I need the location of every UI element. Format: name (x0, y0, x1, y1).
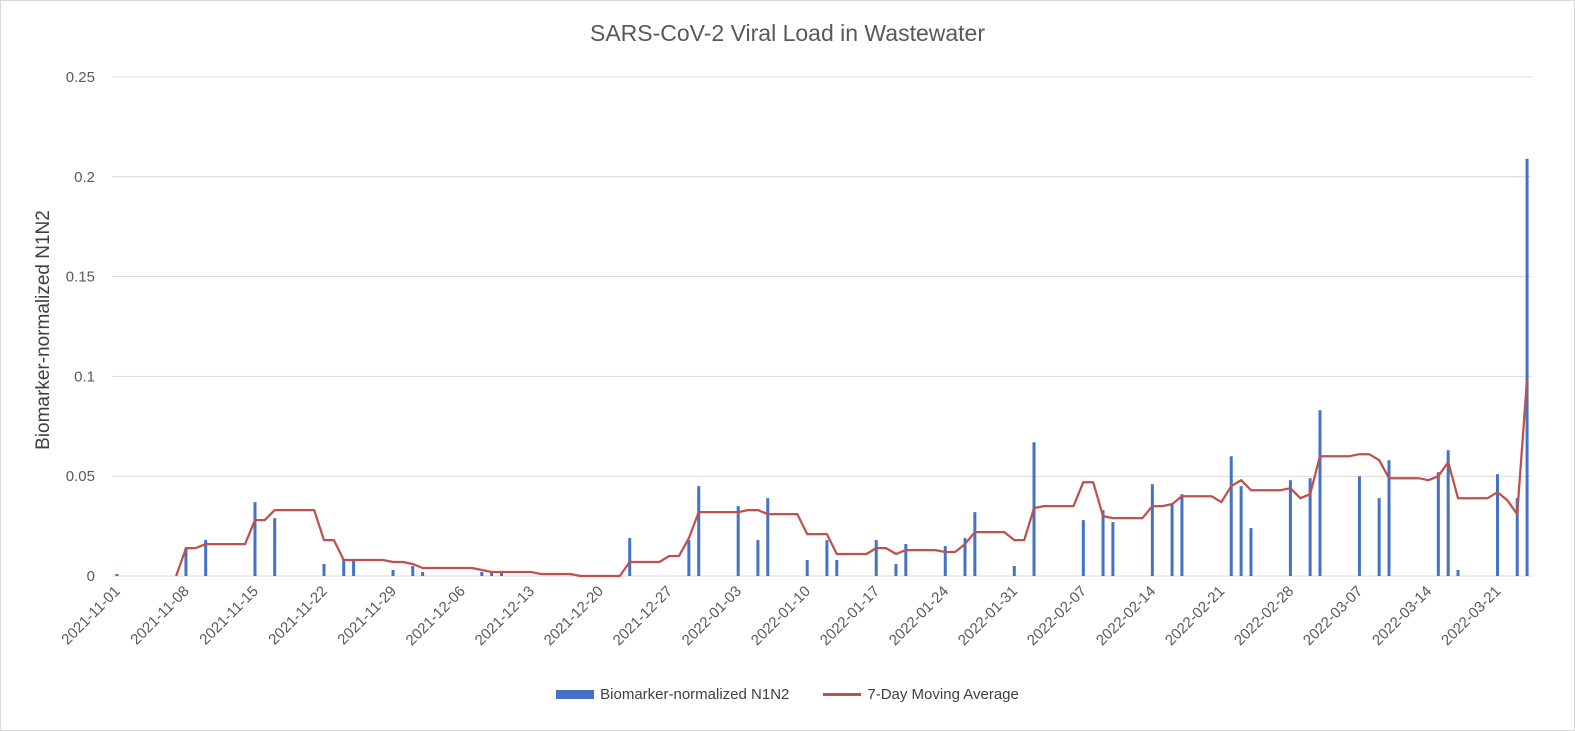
data-bar[interactable] (184, 548, 188, 576)
x-tick-label: 2021-12-27 (610, 583, 676, 649)
data-bar[interactable] (766, 498, 770, 576)
data-bar[interactable] (835, 560, 839, 576)
x-tick-label: 2022-01-03 (679, 583, 745, 649)
legend-label-bars: Biomarker-normalized N1N2 (600, 686, 790, 703)
data-bar[interactable] (1101, 510, 1105, 576)
legend-item-bars[interactable]: Biomarker-normalized N1N2 (556, 686, 789, 703)
y-tick-label: 0.15 (66, 269, 95, 286)
x-tick-label: 2021-11-22 (265, 583, 330, 648)
x-tick-label: 2022-01-24 (886, 583, 952, 649)
legend-label-line: 7-Day Moving Average (867, 686, 1019, 703)
data-bar[interactable] (1515, 498, 1519, 576)
data-bar[interactable] (1387, 460, 1391, 576)
legend-swatch-line (823, 693, 862, 696)
y-tick-label: 0.25 (66, 69, 95, 86)
data-bar[interactable] (1229, 456, 1233, 576)
data-bar[interactable] (1288, 480, 1292, 576)
y-tick-label: 0 (87, 568, 95, 585)
x-tick-label: 2022-01-31 (955, 583, 1021, 649)
bar-series (115, 158, 1529, 576)
x-tick-label: 2021-11-08 (127, 583, 192, 648)
x-tick-label: 2022-02-07 (1024, 583, 1090, 649)
data-bar[interactable] (273, 518, 277, 576)
data-bar[interactable] (697, 486, 701, 576)
x-tick-label: 2022-01-17 (817, 583, 883, 649)
x-tick-label: 2021-12-13 (472, 583, 538, 649)
x-tick-label: 2022-03-14 (1369, 583, 1435, 649)
data-bar[interactable] (904, 544, 908, 576)
legend-swatch-bars (556, 690, 595, 699)
data-bar[interactable] (963, 538, 967, 576)
data-bar[interactable] (1456, 570, 1460, 576)
x-tick-label: 2021-11-15 (196, 583, 261, 648)
data-bar[interactable] (628, 538, 632, 576)
data-bar[interactable] (1377, 498, 1381, 576)
data-bar[interactable] (352, 560, 356, 576)
legend: Biomarker-normalized N1N2 7-Day Moving A… (0, 686, 1575, 703)
data-bar[interactable] (480, 572, 484, 576)
x-tick-label: 2022-02-28 (1231, 583, 1297, 649)
data-bar[interactable] (1012, 566, 1016, 576)
data-bar[interactable] (1436, 472, 1440, 576)
x-tick-label: 2022-02-21 (1162, 583, 1228, 649)
data-bar[interactable] (894, 564, 898, 576)
data-bar[interactable] (411, 566, 415, 576)
data-bar[interactable] (1308, 478, 1312, 576)
x-tick-label: 2021-12-06 (403, 583, 469, 649)
data-bar[interactable] (391, 570, 395, 576)
data-bar[interactable] (1446, 450, 1450, 576)
data-bar[interactable] (874, 540, 878, 576)
data-bar[interactable] (421, 572, 425, 576)
data-bar[interactable] (1081, 520, 1085, 576)
data-bar[interactable] (1239, 486, 1243, 576)
x-axis-ticks: 2021-11-01 2021-11-08 2021-11-15 2021-11-22… (58, 583, 1504, 649)
x-tick-label: 2022-02-14 (1093, 583, 1159, 649)
data-bar[interactable] (1357, 476, 1361, 576)
data-bar[interactable] (500, 572, 504, 576)
data-bar[interactable] (1495, 474, 1499, 576)
moving-average-line[interactable] (175, 378, 1529, 578)
data-bar[interactable] (1111, 522, 1115, 576)
data-bar[interactable] (204, 540, 208, 576)
data-bar[interactable] (973, 512, 977, 576)
y-tick-label: 0.1 (74, 368, 95, 385)
y-tick-label: 0.2 (74, 169, 95, 186)
x-tick-label: 2021-12-20 (541, 583, 607, 649)
x-tick-label: 2021-11-01 (58, 583, 123, 648)
legend-item-line[interactable]: 7-Day Moving Average (823, 686, 1019, 703)
data-bar[interactable] (322, 564, 326, 576)
y-axis-ticks: 0 0.05 0.1 0.15 0.2 0.25 (66, 69, 95, 585)
data-bar[interactable] (1150, 484, 1154, 576)
data-bar[interactable] (756, 540, 760, 576)
data-bar[interactable] (115, 574, 119, 576)
data-bar[interactable] (1180, 494, 1184, 576)
data-bar[interactable] (825, 540, 829, 576)
x-tick-label: 2022-03-07 (1300, 583, 1366, 649)
chart-title: SARS-CoV-2 Viral Load in Wastewater (589, 20, 985, 46)
line-series (175, 378, 1529, 578)
y-tick-label: 0.05 (66, 468, 95, 485)
data-bar[interactable] (1249, 528, 1253, 576)
data-bar[interactable] (342, 560, 346, 576)
data-bar[interactable] (253, 502, 257, 576)
data-bar[interactable] (943, 546, 947, 576)
x-tick-label: 2022-03-21 (1438, 583, 1504, 649)
data-bar[interactable] (1525, 158, 1529, 576)
x-tick-label: 2022-01-10 (748, 583, 814, 649)
gridlines (112, 76, 1532, 577)
x-tick-label: 2021-11-29 (334, 583, 399, 648)
data-bar[interactable] (805, 560, 809, 576)
data-bar[interactable] (687, 540, 691, 576)
data-bar[interactable] (1318, 410, 1322, 576)
data-bar[interactable] (1170, 504, 1174, 576)
data-bar[interactable] (490, 572, 494, 576)
data-bar[interactable] (736, 506, 740, 576)
